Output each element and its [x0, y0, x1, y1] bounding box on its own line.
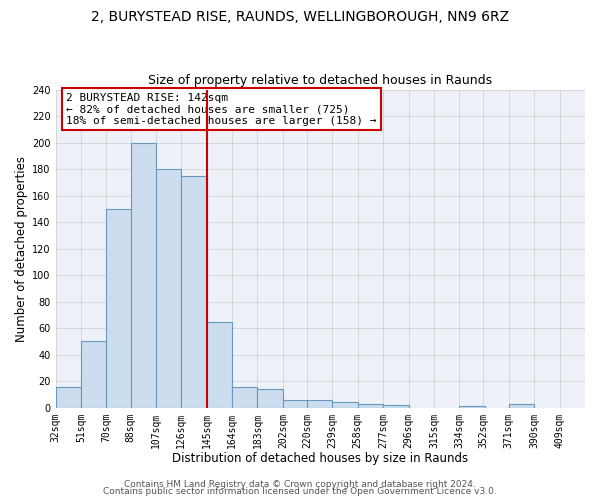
Bar: [383, 405, 409, 407]
Bar: [56, 386, 81, 407]
Bar: [460, 406, 485, 408]
Text: 2, BURYSTEAD RISE, RAUNDS, WELLINGBOROUGH, NN9 6RZ: 2, BURYSTEAD RISE, RAUNDS, WELLINGBOROUG…: [91, 10, 509, 24]
Bar: [156, 169, 181, 408]
Text: Contains HM Land Registry data © Crown copyright and database right 2024.: Contains HM Land Registry data © Crown c…: [124, 480, 476, 489]
Bar: [232, 386, 257, 407]
Bar: [332, 402, 358, 407]
Title: Size of property relative to detached houses in Raunds: Size of property relative to detached ho…: [148, 74, 493, 87]
Bar: [307, 400, 332, 407]
X-axis label: Distribution of detached houses by size in Raunds: Distribution of detached houses by size …: [172, 452, 469, 465]
Bar: [106, 209, 132, 408]
Bar: [131, 142, 156, 408]
Bar: [257, 389, 283, 407]
Bar: [358, 404, 383, 407]
Text: Contains public sector information licensed under the Open Government Licence v3: Contains public sector information licen…: [103, 487, 497, 496]
Bar: [81, 342, 106, 407]
Bar: [509, 404, 534, 407]
Bar: [283, 400, 308, 407]
Y-axis label: Number of detached properties: Number of detached properties: [15, 156, 28, 342]
Bar: [207, 322, 232, 408]
Bar: [181, 176, 207, 408]
Text: 2 BURYSTEAD RISE: 142sqm
← 82% of detached houses are smaller (725)
18% of semi-: 2 BURYSTEAD RISE: 142sqm ← 82% of detach…: [66, 92, 377, 126]
